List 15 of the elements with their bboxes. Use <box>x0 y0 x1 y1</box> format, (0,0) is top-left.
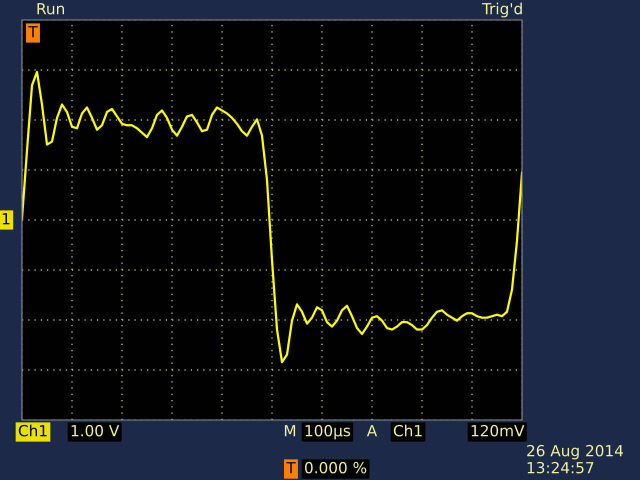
text: 1.00 V <box>72 424 120 436</box>
text: A <box>366 425 378 436</box>
text: 1 <box>2 213 10 224</box>
text: Run <box>38 3 64 14</box>
text: T <box>286 462 296 474</box>
text: 0.000 % <box>305 462 366 474</box>
text: 13:24:57 <box>528 462 594 474</box>
text: 100µs <box>306 424 350 440</box>
text: Ch1 <box>18 424 47 436</box>
text: T <box>28 26 38 38</box>
text: 26 Aug 2014 <box>527 444 624 460</box>
text: Ch1 <box>394 424 422 436</box>
text: M <box>284 425 296 436</box>
text: 120mV <box>472 424 524 436</box>
text: Trig'd <box>482 2 522 18</box>
